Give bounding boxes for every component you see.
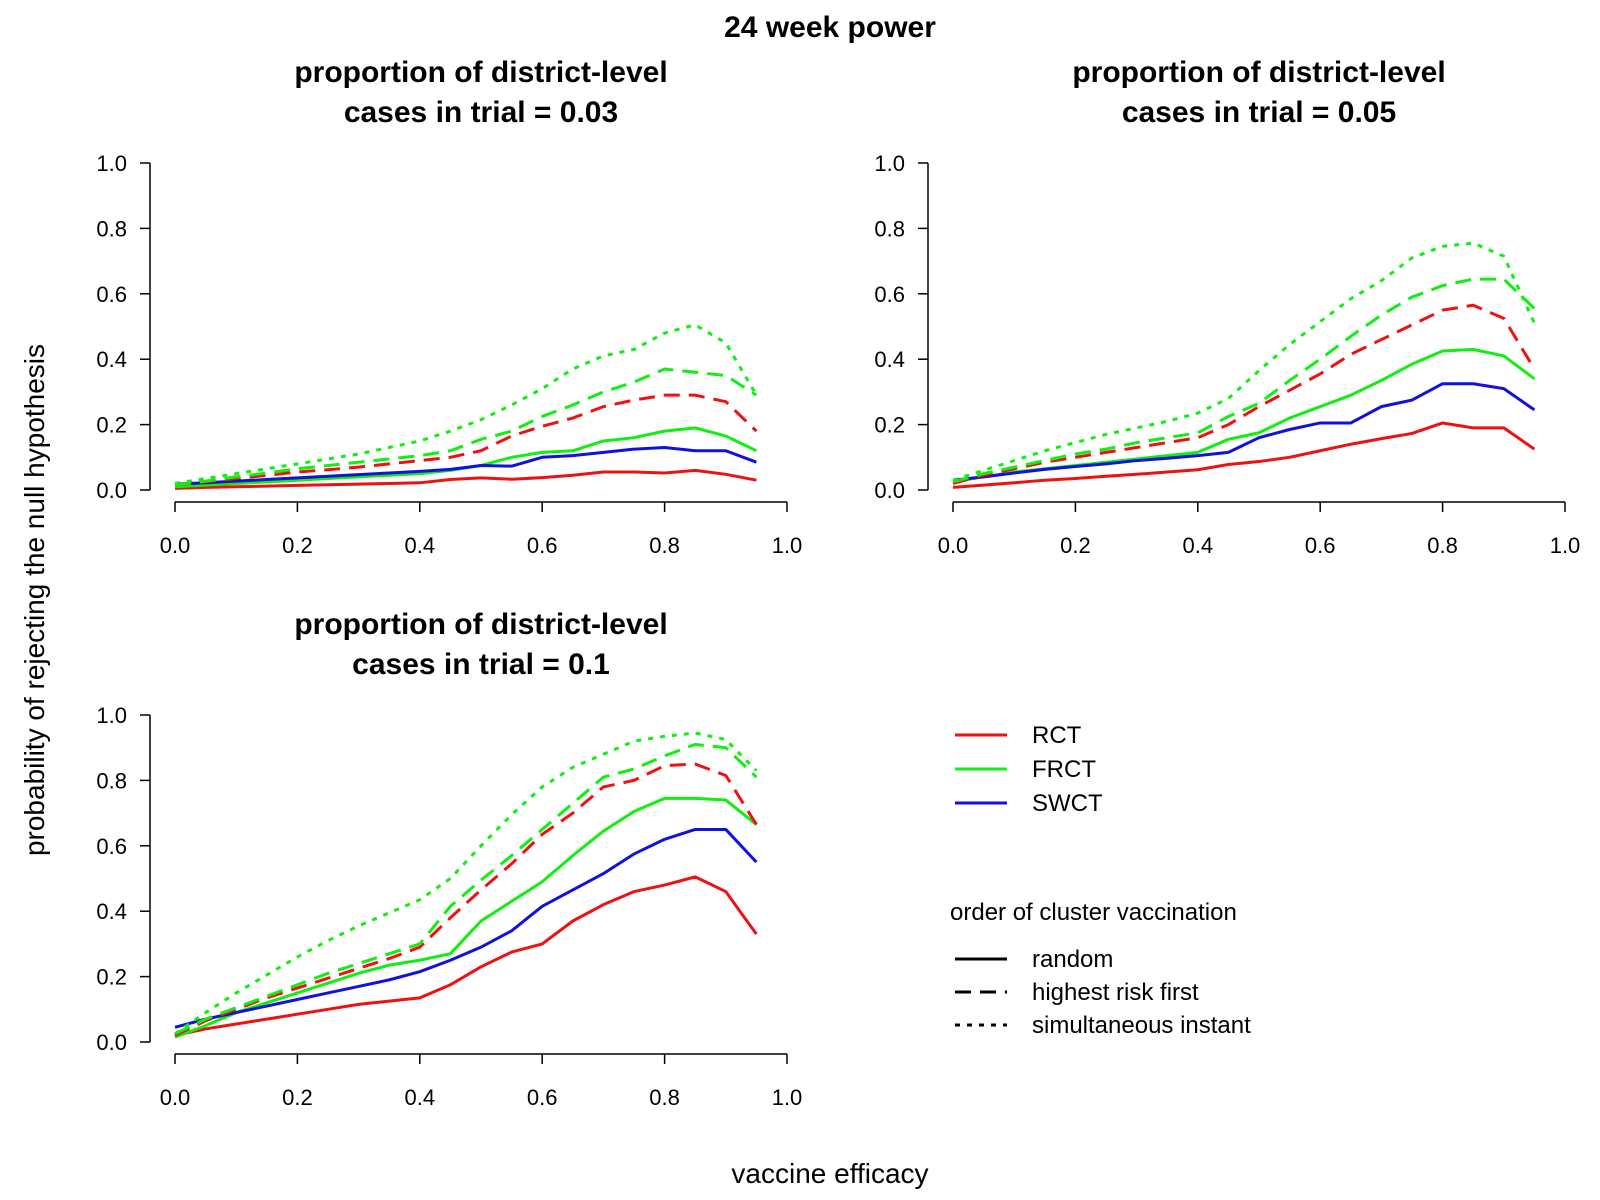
legend-label-rct: RCT <box>1032 722 1082 749</box>
legend-label-swct: SWCT <box>1032 790 1103 817</box>
series-frct-highest-risk-first <box>174 367 758 487</box>
panel-title: cases in trial = 0.03 <box>344 96 618 129</box>
y-tick-label: 0.6 <box>96 834 127 859</box>
x-tick-label: 0.6 <box>1305 533 1336 558</box>
y-tick-label: 1.0 <box>874 151 905 176</box>
x-tick-label: 1.0 <box>772 1085 803 1110</box>
series-frct-simultaneous-instant <box>174 731 758 1036</box>
x-tick-label: 1.0 <box>772 533 803 558</box>
legend-order-title: order of cluster vaccination <box>950 899 1237 926</box>
x-tick-label: 0.6 <box>527 1085 558 1110</box>
x-tick-label: 0.8 <box>649 1085 680 1110</box>
series-rct-highest-risk-first <box>952 303 1536 485</box>
series-swct-random <box>952 382 1536 482</box>
series-group <box>174 731 758 1039</box>
series-rct-highest-risk-first <box>174 762 758 1037</box>
x-tick-label: 0.0 <box>160 1085 191 1110</box>
x-tick-label: 0.2 <box>282 1085 313 1110</box>
x-tick-label: 0.8 <box>649 533 680 558</box>
y-tick-label: 1.0 <box>96 703 127 728</box>
y-tick-label: 0.6 <box>874 282 905 307</box>
y-tick-label: 0.8 <box>96 216 127 241</box>
panel-3: proportion of district-level cases in tri… <box>96 608 802 1110</box>
y-tick-label: 0.4 <box>96 347 127 372</box>
legend: RCT FRCT SWCT order of cluster vaccination r… <box>950 722 1251 1039</box>
y-tick-label: 0.0 <box>874 478 905 503</box>
x-tick-label: 0.2 <box>282 533 313 558</box>
series-swct-random <box>174 445 757 486</box>
y-tick-label: 0.4 <box>874 347 905 372</box>
y-tick-label: 0.0 <box>96 478 127 503</box>
series-frct-random <box>174 796 758 1039</box>
x-tick-label: 0.4 <box>405 533 436 558</box>
y-tick-label: 0.2 <box>96 413 127 438</box>
legend-label-frct: FRCT <box>1032 756 1096 783</box>
y-tick-label: 0.0 <box>96 1030 127 1055</box>
y-tick-label: 0.8 <box>874 216 905 241</box>
series-frct-simultaneous-instant <box>174 323 758 485</box>
figure-title: 24 week power <box>724 11 936 44</box>
panels: proportion of district-level cases in tri… <box>96 56 1580 1110</box>
y-tick-label: 1.0 <box>96 151 127 176</box>
x-tick-label: 0.4 <box>405 1085 436 1110</box>
x-tick-label: 0.0 <box>938 533 969 558</box>
x-tick-label: 0.8 <box>1427 533 1458 558</box>
series-group <box>174 323 758 490</box>
panel-title: proportion of district-level <box>1072 56 1445 89</box>
x-tick-label: 1.0 <box>1550 533 1581 558</box>
series-rct-random <box>952 421 1536 489</box>
series-frct-highest-risk-first <box>174 742 758 1036</box>
axes: 0.0 0.2 0.4 0.6 0.8 1.0 0.0 0.2 0.4 0.6 0.8 1.0 <box>96 151 802 558</box>
y-axis-label: probability of rejecting the null hypoth… <box>19 344 50 856</box>
y-tick-label: 0.2 <box>874 413 905 438</box>
y-tick-label: 0.4 <box>96 899 127 924</box>
y-tick-label: 0.6 <box>96 282 127 307</box>
panel-title: cases in trial = 0.05 <box>1122 96 1396 129</box>
panel-title: proportion of district-level <box>294 56 667 89</box>
x-tick-label: 0.4 <box>1183 533 1214 558</box>
legend-label-dashed: highest risk first <box>1032 979 1199 1006</box>
series-rct-random <box>174 468 757 490</box>
series-group <box>952 241 1536 489</box>
x-tick-label: 0.0 <box>160 533 191 558</box>
axes: 0.0 0.2 0.4 0.6 0.8 1.0 0.0 0.2 0.4 0.6 0.8 1.0 <box>96 703 802 1110</box>
series-rct-random <box>174 875 758 1037</box>
panel-1: proportion of district-level cases in tri… <box>96 56 802 558</box>
x-tick-label: 0.2 <box>1060 533 1091 558</box>
x-axis-label: vaccine efficacy <box>731 1158 928 1189</box>
y-tick-label: 0.2 <box>96 965 127 990</box>
panel-2: proportion of district-level cases in tri… <box>874 56 1580 558</box>
series-frct-highest-risk-first <box>952 277 1536 484</box>
x-tick-label: 0.6 <box>527 533 558 558</box>
axes: 0.0 0.2 0.4 0.6 0.8 1.0 0.0 0.2 0.4 0.6 0.8 1.0 <box>874 151 1580 558</box>
series-swct-random <box>174 827 758 1029</box>
legend-label-dotted: simultaneous instant <box>1032 1012 1251 1039</box>
panel-title: proportion of district-level <box>294 608 667 641</box>
panel-title: cases in trial = 0.1 <box>352 648 610 681</box>
y-tick-label: 0.8 <box>96 768 127 793</box>
legend-label-solid: random <box>1032 946 1113 973</box>
